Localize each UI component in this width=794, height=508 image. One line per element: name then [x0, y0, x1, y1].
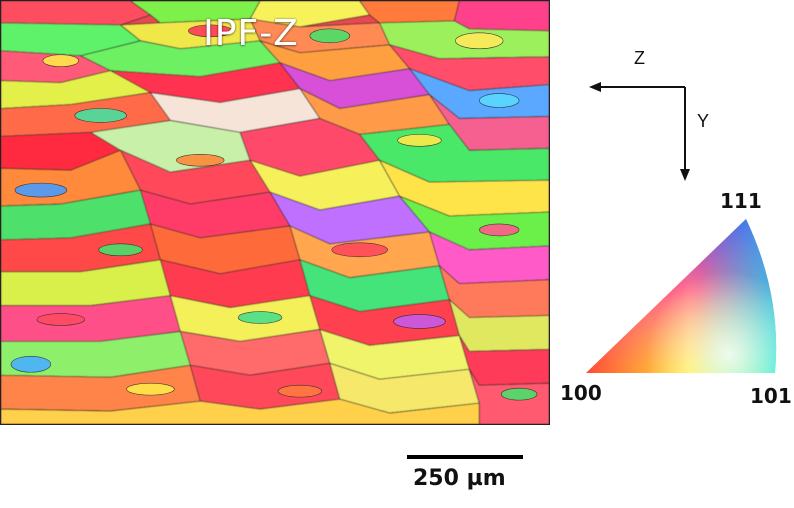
- axis-z-label: Z: [634, 48, 645, 68]
- ipf-triangle-icon: [586, 219, 777, 373]
- scale-bar: 250 µm: [405, 455, 525, 505]
- scale-bar-line: [407, 455, 523, 459]
- ebsd-map-image: [1, 1, 549, 424]
- ipf-corner-100: 100: [560, 381, 602, 405]
- ipf-corner-101: 101: [750, 384, 792, 408]
- sample-axes: Z Y: [585, 45, 715, 185]
- ipf-corner-111: 111: [720, 189, 762, 213]
- ebsd-ipf-map: IPF-Z: [0, 0, 550, 425]
- ipf-color-key: 111 100 101: [560, 185, 794, 420]
- axes-arrows-icon: [589, 82, 690, 181]
- scale-bar-label: 250 µm: [413, 466, 506, 491]
- axis-y-label: Y: [697, 111, 710, 131]
